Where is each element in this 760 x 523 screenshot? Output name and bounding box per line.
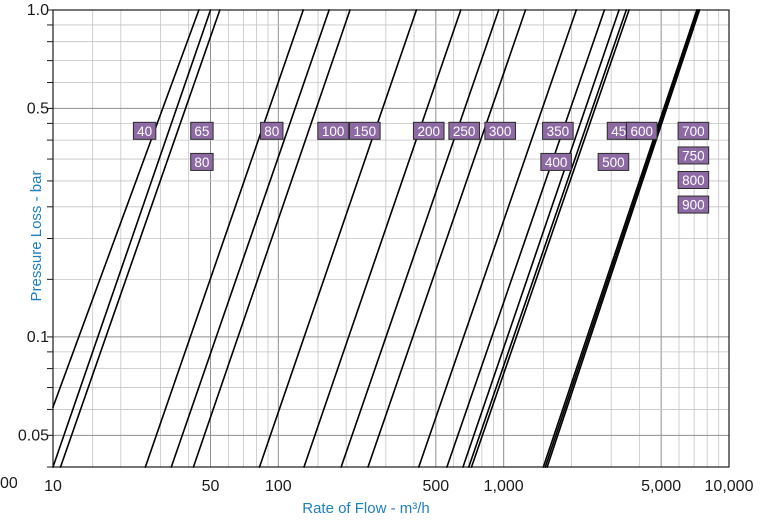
series-lines xyxy=(51,8,701,469)
tick-labels: 10 50 100 500 1,000 5,000 10,000 1.0 0.5 0.1 0.05 xyxy=(18,2,754,495)
series-line-700 xyxy=(470,8,631,469)
size-label-box xyxy=(677,170,710,189)
size-label-400: 400 xyxy=(540,152,572,171)
x-tick-label: 10,000 xyxy=(705,478,754,495)
size-label-text: 500 xyxy=(602,155,625,170)
size-label-text: 250 xyxy=(453,124,476,139)
size-label-750: 750 xyxy=(677,146,710,165)
series-line-400 xyxy=(417,8,578,469)
size-label-box xyxy=(677,121,710,140)
size-label-box xyxy=(412,121,445,140)
size-label-text: 700 xyxy=(682,124,705,139)
size-label-box xyxy=(260,121,284,140)
size-label-text: 200 xyxy=(417,124,440,139)
series-line-900 xyxy=(546,8,701,469)
size-label-600: 600 xyxy=(625,121,658,140)
x-tick-label: 5,000 xyxy=(641,478,681,495)
series-line-40 xyxy=(51,8,200,409)
size-label-text: 100 xyxy=(322,124,345,139)
size-label-text: 40 xyxy=(137,124,152,139)
series-line-600 xyxy=(467,8,628,469)
size-label-80: 80 xyxy=(260,121,284,140)
x-tick-label: 500 xyxy=(422,478,449,495)
series-line-250 xyxy=(302,8,462,469)
x-tick-label: 50 xyxy=(202,478,220,495)
size-label-text: 750 xyxy=(682,148,705,163)
x-tick-label: 100 xyxy=(265,478,292,495)
x-tick-label: 1,000 xyxy=(484,478,524,495)
x-tick-label: 10 xyxy=(44,478,62,495)
size-label-900: 900 xyxy=(677,195,710,214)
series-line-300 xyxy=(340,8,500,469)
series-line-150 xyxy=(192,8,352,469)
size-label-text: 350 xyxy=(547,124,570,139)
size-label-box xyxy=(625,121,658,140)
series-line-80 xyxy=(59,8,221,469)
size-label-700: 700 xyxy=(677,121,710,140)
size-label-500: 500 xyxy=(597,152,630,171)
size-label-text: 80 xyxy=(264,124,279,139)
size-label-box xyxy=(484,121,516,140)
size-label-box xyxy=(190,152,214,171)
series-line-65 xyxy=(51,8,212,469)
size-label-text: 600 xyxy=(630,124,653,139)
size-label-100: 100 xyxy=(317,121,349,140)
series-line-200 xyxy=(258,8,418,469)
size-label-text: 80 xyxy=(194,155,209,170)
series-line-100 xyxy=(170,8,331,469)
size-label-800: 800 xyxy=(677,170,710,189)
size-label-text: 900 xyxy=(682,198,705,213)
series-line-80 xyxy=(144,8,305,469)
y-tick-label: 0.05 xyxy=(18,427,49,444)
size-label-150: 150 xyxy=(349,121,381,140)
size-label-box xyxy=(677,195,710,214)
y-tick-label: 1.0 xyxy=(27,2,49,19)
size-label-box xyxy=(677,146,710,165)
size-label-250: 250 xyxy=(448,121,480,140)
size-label-350: 350 xyxy=(542,121,574,140)
size-label-box xyxy=(317,121,349,140)
size-label-65: 65 xyxy=(190,121,214,140)
y-tick-label: 0.5 xyxy=(27,100,49,117)
size-label-box xyxy=(597,152,630,171)
size-label-box xyxy=(190,121,214,140)
partial-tick-label: 00 xyxy=(0,475,18,492)
series-line-800 xyxy=(544,8,700,469)
y-tick-label: 0.1 xyxy=(27,329,49,346)
size-label-80: 80 xyxy=(190,152,214,171)
size-label-box xyxy=(540,152,572,171)
size-label-box xyxy=(542,121,574,140)
size-label-300: 300 xyxy=(484,121,516,140)
series-line-500 xyxy=(461,8,621,469)
size-label-box xyxy=(132,121,157,140)
grid xyxy=(47,9,730,468)
size-label-text: 65 xyxy=(194,124,209,139)
size-label-text: 300 xyxy=(489,124,512,139)
size-label-text: 400 xyxy=(545,155,568,170)
series-line-750 xyxy=(542,8,698,469)
size-label-40: 40 xyxy=(132,121,157,140)
series-line-450 xyxy=(445,8,606,469)
y-axis-title: Pressure Loss - bar xyxy=(28,171,45,302)
size-label-text: 150 xyxy=(354,124,377,139)
x-axis-title: Rate of Flow - m³/h xyxy=(302,500,430,517)
size-label-200: 200 xyxy=(412,121,445,140)
series-line-350 xyxy=(366,8,527,469)
size-label-box xyxy=(448,121,480,140)
size-label-box xyxy=(349,121,381,140)
size-label-text: 800 xyxy=(682,173,705,188)
